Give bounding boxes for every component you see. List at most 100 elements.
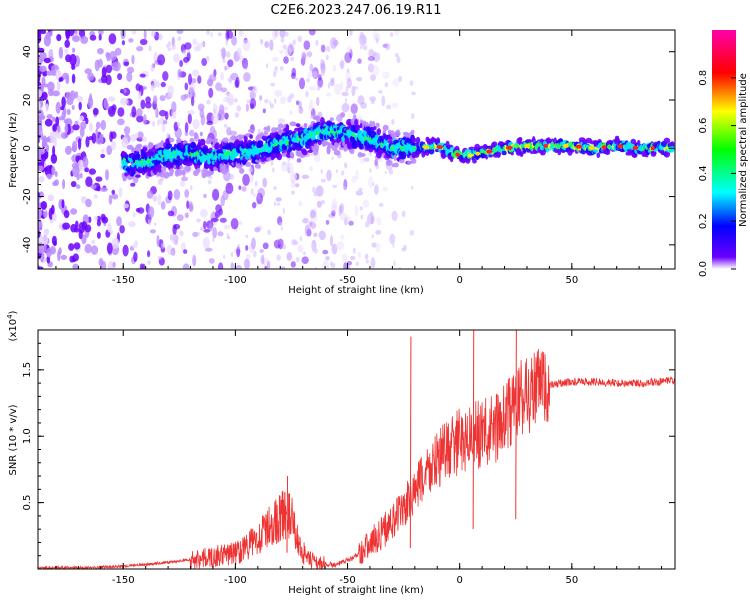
spectrogram-noise-cell <box>51 166 56 176</box>
spectrogram-noise-cell <box>331 243 338 255</box>
spectrogram-noise-cell <box>219 217 227 223</box>
spectrogram-noise-cell <box>306 228 312 237</box>
spectrogram-noise-cell <box>94 215 98 221</box>
spectrogram-noise-cell <box>82 156 89 168</box>
spectrogram-noise-cell <box>350 255 356 261</box>
spectrogram-noise-cell <box>279 96 287 104</box>
spectrogram-noise-cell <box>308 85 316 91</box>
spectrogram-faint-cell <box>409 80 414 86</box>
spectrogram-faint-cell <box>330 261 333 266</box>
spectrogram-noise-cell <box>64 39 70 48</box>
spectrogram-noise-cell <box>209 125 216 134</box>
spectrogram-noise-cell <box>320 44 326 53</box>
spectrogram-noise-cell <box>135 207 141 213</box>
spectrogram-noise-cell <box>98 33 102 41</box>
spectrogram-noise-cell <box>192 69 200 77</box>
spectrogram-noise-cell <box>100 213 106 222</box>
spectrogram-faint-cell <box>314 248 318 254</box>
spectrogram-noise-cell <box>262 242 269 250</box>
spectrogram-noise-cell <box>135 132 139 139</box>
spectrogram-noise-cell <box>155 80 160 88</box>
spectrogram-noise-cell <box>235 76 240 89</box>
spectrogram-y-tick-label: 40 <box>22 45 33 58</box>
spectrogram-ridge-cell <box>289 151 294 158</box>
spectrogram-noise-cell <box>367 176 374 189</box>
snr-x-tick-label: 50 <box>565 575 578 586</box>
spectrogram-noise-cell <box>267 260 271 269</box>
spectrogram-noise-cell <box>341 102 350 113</box>
spectrogram-ridge-cell <box>160 166 167 173</box>
spectrogram-ridge-cell <box>193 132 198 140</box>
spectrogram-noise-cell <box>346 45 352 54</box>
spectrogram-noise-cell <box>357 251 362 259</box>
spectrogram-noise-cell <box>225 30 230 41</box>
spectrogram-ridge-cell <box>393 154 397 161</box>
spectrogram-noise-cell <box>311 239 317 252</box>
spectrogram-faint-cell <box>411 185 414 190</box>
snr-y-tick-label: 0.5 <box>22 495 33 511</box>
spectrogram-ridge-cell <box>315 148 319 152</box>
spectrogram-noise-cell <box>47 194 55 202</box>
spectrogram-noise-cell <box>56 80 61 92</box>
spectrogram-y-tick-label: 20 <box>22 94 33 107</box>
spectrogram-faint-cell <box>196 218 202 223</box>
spectrogram-ridge-cell <box>387 160 393 166</box>
spectrogram-noise-cell <box>322 249 329 255</box>
spectrogram-faint-cell <box>279 66 284 71</box>
spectrogram-noise-cell <box>55 116 60 127</box>
spectrogram-noise-cell <box>370 74 376 81</box>
spectrogram-noise-cell <box>142 263 146 269</box>
spectrogram-faint-cell <box>174 240 179 246</box>
spectrogram-noise-cell <box>89 93 93 103</box>
spectrogram-noise-cell <box>73 242 81 250</box>
spectrogram-noise-cell <box>183 249 188 255</box>
spectrogram-noise-cell <box>186 200 190 209</box>
spectrogram-noise-cell <box>101 67 107 78</box>
spectrogram-noise-cell <box>105 64 113 74</box>
spectrogram-noise-cell <box>135 83 141 91</box>
spectrogram-noise-cell <box>183 56 190 63</box>
spectrogram-faint-cell <box>282 161 286 166</box>
spectrogram-noise-cell <box>58 77 62 83</box>
spectrogram-ridge-cell <box>237 139 244 144</box>
spectrogram-noise-cell <box>61 96 66 108</box>
spectrogram-noise-cell <box>139 73 146 78</box>
spectrogram-noise-cell <box>38 230 41 238</box>
spectrogram-noise-cell <box>106 242 113 255</box>
spectrogram-ridge-cell <box>360 153 366 157</box>
spectrogram-faint-cell <box>152 195 158 202</box>
spectrogram-noise-cell <box>131 54 135 65</box>
spectrogram-noise-cell <box>308 221 313 226</box>
spectrogram-faint-cell <box>182 49 186 55</box>
spectrogram-noise-cell <box>370 257 376 269</box>
spectrogram-noise-cell <box>307 71 313 78</box>
spectrogram-noise-cell <box>339 81 344 90</box>
spectrogram-noise-cell <box>238 30 244 37</box>
spectrogram-y-ticks: -40 -20 0 20 40 <box>22 39 675 270</box>
spectrogram-noise-cell <box>38 72 41 83</box>
spectrogram-faint-cell <box>269 103 275 109</box>
spectrogram-noise-cell <box>367 56 375 62</box>
spectrogram-noise-cell <box>38 176 45 183</box>
spectrogram-noise-cell <box>67 30 75 37</box>
spectrogram-ridge-cell <box>169 138 175 143</box>
spectrogram-faint-cell <box>358 187 363 191</box>
spectrogram-noise-cell <box>136 46 144 52</box>
spectrogram-noise-cell <box>357 58 362 64</box>
spectrogram-noise-cell <box>230 218 239 230</box>
spectrogram-noise-cell <box>349 30 353 36</box>
spectrogram-noise-cell <box>252 193 256 198</box>
spectrogram-faint-cell <box>200 227 204 231</box>
spectrogram-noise-cell <box>235 264 243 269</box>
spectrogram-ridge-cell <box>410 129 415 135</box>
spectrogram-noise-cell <box>40 201 47 210</box>
spectrogram-y-axis-label: Frequency (Hz) <box>8 112 19 188</box>
spectrogram-noise-cell <box>339 212 347 222</box>
colorbar-ticks: 0.0 0.2 0.4 0.6 0.8 <box>698 70 736 277</box>
spectrogram-noise-cell <box>66 108 71 116</box>
spectrogram-ridge-cell <box>122 177 127 182</box>
spectrogram-ridge-cell <box>663 150 671 158</box>
spectrogram-ridge-cell <box>296 123 301 128</box>
spectrogram-noise-cell <box>111 189 116 195</box>
spectrogram-noise-cell <box>344 215 351 224</box>
